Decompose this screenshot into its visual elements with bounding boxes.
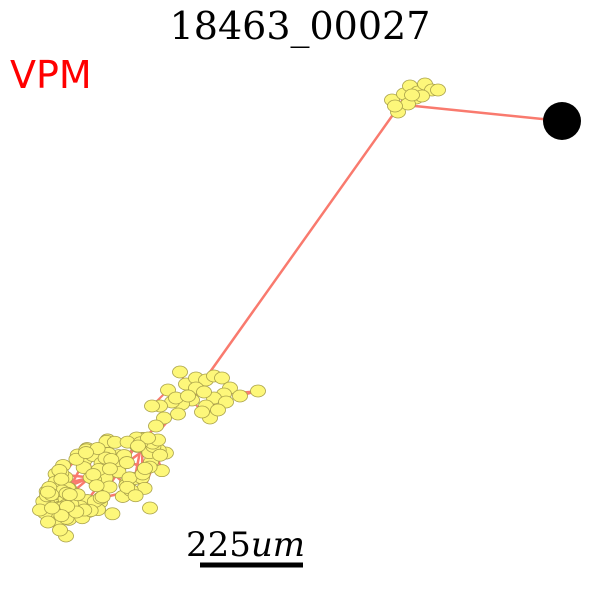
neurite-node	[196, 385, 212, 399]
neurite-node	[40, 485, 56, 499]
neurite-node	[102, 462, 118, 476]
neurite-node	[53, 509, 70, 523]
neurite-node	[52, 523, 68, 537]
neurite-node	[214, 371, 230, 385]
neurite-node	[172, 365, 188, 379]
neurite-node	[130, 439, 146, 453]
axon-segment	[208, 100, 404, 374]
neurite-node	[140, 431, 156, 445]
neurite-node	[118, 456, 135, 469]
neurite-node	[148, 419, 164, 433]
neurite-nodes	[32, 77, 446, 543]
neurite-node	[119, 480, 136, 494]
neurite-node	[142, 501, 158, 515]
neurite-node	[180, 389, 196, 403]
neurite-node	[88, 479, 105, 493]
scale-bar-label: 225um	[186, 528, 305, 562]
neurite-node	[250, 384, 266, 398]
neurite-node	[404, 88, 420, 102]
neurite-node	[40, 515, 56, 529]
page-title: 18463_00027	[169, 4, 431, 48]
scale-bar-value: 225	[186, 525, 251, 565]
neurite-node	[170, 407, 186, 421]
neurite-node	[61, 488, 78, 501]
neurite-node	[78, 446, 94, 459]
neurite-node	[194, 405, 210, 419]
neurite-node	[210, 403, 226, 417]
neurite-node	[430, 83, 446, 97]
scale-bar-unit: um	[250, 525, 306, 565]
neurite-node	[127, 489, 144, 503]
neurite-node	[232, 389, 248, 403]
neurite-node	[144, 399, 160, 413]
neurite-node	[85, 468, 102, 481]
neurite-node	[152, 448, 168, 462]
region-label: VPM	[10, 53, 92, 97]
neurite-node	[137, 461, 153, 475]
soma	[543, 102, 581, 140]
neurite-node	[387, 99, 403, 113]
neurite-node	[53, 472, 70, 486]
neurite-node	[94, 490, 111, 504]
axon-segment	[403, 103, 564, 123]
neurite-node	[104, 507, 121, 521]
neurite-node	[44, 501, 60, 515]
